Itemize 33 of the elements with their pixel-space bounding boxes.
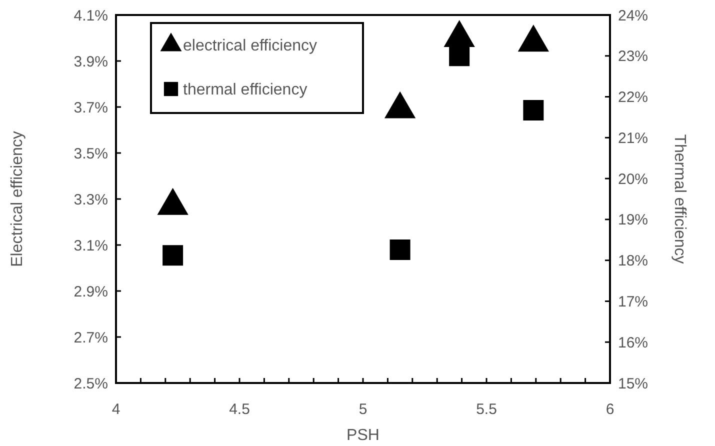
y-tick-label: 3.5% (74, 145, 108, 162)
y-tick-label: 4.1% (74, 7, 108, 24)
y2-tick-label: 16% (618, 334, 648, 352)
y2-tick-label: 17% (618, 293, 648, 310)
y2-tick-label: 19% (618, 212, 648, 229)
point (449, 46, 470, 66)
y2-axis-title: Thermal efficiency (671, 134, 688, 264)
point (523, 100, 544, 121)
y2-tick-label: 18% (618, 252, 648, 270)
y2-tick-label: 22% (618, 89, 648, 106)
legend-label: electrical efficiency (183, 38, 317, 55)
x-tick-label: 6 (606, 401, 614, 418)
y-tick-label: 2.7% (74, 329, 108, 346)
point (390, 239, 410, 260)
y2-tick-label: 20% (618, 170, 648, 188)
y-tick-label: 2.5% (74, 375, 108, 392)
y-axis-title: Electrical efficiency (9, 131, 26, 267)
legend-label: thermal efficiency (183, 82, 308, 99)
y-tick-label: 3.1% (74, 237, 108, 254)
x-tick-label: 5.5 (476, 401, 497, 418)
y2-tick-label: 21% (618, 130, 648, 147)
point (162, 245, 184, 266)
y-tick-label: 2.9% (74, 283, 108, 300)
y2-tick-label: 23% (618, 48, 648, 66)
x-tick-label: 4.5 (229, 401, 250, 418)
x-tick-label: 4 (112, 401, 120, 418)
x-tick-label: 5 (358, 401, 368, 418)
y2-tick-label: 15% (618, 375, 648, 392)
y-tick-label: 3.9% (74, 53, 108, 70)
x-axis-title: PSH (346, 427, 380, 444)
y2-tick-label: 24% (618, 7, 648, 24)
y-tick-label: 3.3% (74, 191, 108, 208)
y-tick-label: 3.7% (74, 99, 108, 116)
